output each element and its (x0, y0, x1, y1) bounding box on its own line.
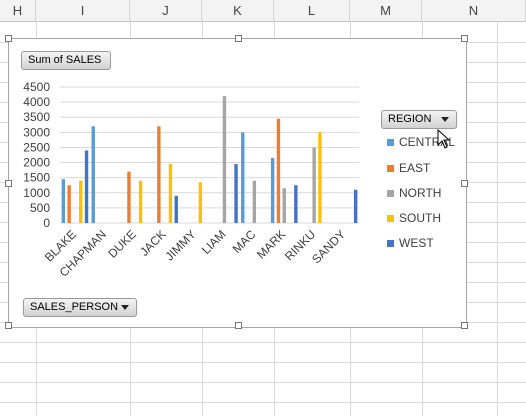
legend-label: NORTH (399, 186, 442, 200)
legend-swatch (387, 190, 394, 197)
bar-west-sandy[interactable] (353, 189, 358, 223)
y-tick-label: 1000 (23, 186, 50, 200)
gridline (0, 362, 526, 363)
sales-person-filter-button[interactable]: SALES_PERSON (23, 298, 137, 317)
bar-north-liam[interactable] (222, 96, 227, 223)
legend-label: EAST (399, 161, 431, 175)
gridline (0, 402, 526, 403)
bar-west-jack[interactable] (174, 195, 178, 223)
column-header-m[interactable]: M (350, 0, 422, 22)
column-header-i[interactable]: I (36, 0, 130, 22)
y-tick-label: 0 (43, 216, 50, 230)
legend-label: WEST (399, 236, 434, 250)
x-tick-label: JIMMY (162, 227, 198, 263)
y-tick-label: 4500 (23, 80, 50, 94)
resize-handle[interactable] (461, 180, 468, 187)
y-tick-label: 500 (30, 201, 50, 215)
column-header-h[interactable]: H (0, 0, 36, 22)
y-tick-label: 3000 (23, 125, 50, 139)
bar-north-rinku[interactable] (312, 147, 316, 223)
x-tick-label: MARK (254, 227, 288, 261)
y-tick-label: 4000 (23, 95, 50, 109)
y-tick-label: 2500 (23, 140, 50, 154)
bar-south-jimmy[interactable] (198, 182, 203, 223)
dropdown-arrow-icon (121, 305, 129, 310)
bar-north-mac[interactable] (252, 180, 257, 223)
bar-south-duke[interactable] (138, 180, 143, 223)
resize-handle[interactable] (5, 322, 12, 329)
legend-label: SOUTH (399, 211, 441, 225)
bar-east-mark[interactable] (276, 118, 281, 223)
mouse-pointer-icon (437, 129, 451, 149)
bar-west-mark[interactable] (294, 185, 298, 223)
x-tick-label: LIAM (199, 227, 229, 257)
bar-south-blake[interactable] (79, 180, 83, 223)
gridline (0, 382, 526, 383)
y-tick-label: 1500 (23, 171, 50, 185)
sales-person-filter-label: SALES_PERSON (30, 301, 119, 313)
gridline (497, 22, 498, 416)
resize-handle[interactable] (5, 180, 12, 187)
column-header-k[interactable]: K (202, 0, 274, 22)
bar-north-mark[interactable] (282, 188, 286, 223)
resize-handle[interactable] (235, 322, 242, 329)
resize-handle[interactable] (235, 35, 242, 42)
bar-south-rinku[interactable] (318, 132, 322, 223)
resize-handle[interactable] (461, 322, 468, 329)
bar-east-jack[interactable] (157, 126, 161, 223)
resize-handle[interactable] (461, 35, 468, 42)
gridline (0, 342, 526, 343)
pivot-chart[interactable]: Sum of SALES 0 500 1000 1500 2000 2500 3000 350… (5, 35, 468, 329)
bar-central-chapman[interactable] (91, 126, 95, 223)
bar-south-jack[interactable] (168, 164, 173, 223)
bar-east-duke[interactable] (127, 171, 131, 223)
region-filter-label: REGION (388, 113, 432, 125)
legend-swatch (387, 165, 394, 172)
legend-swatch (387, 240, 394, 247)
column-header-j[interactable]: J (130, 0, 202, 22)
resize-handle[interactable] (5, 35, 12, 42)
column-header-l[interactable]: L (274, 0, 350, 22)
dropdown-arrow-icon (441, 117, 449, 122)
y-tick-label: 2000 (23, 156, 50, 170)
legend-swatch (387, 139, 394, 146)
bar-west-blake[interactable] (84, 150, 89, 223)
bar-central-mark[interactable] (270, 158, 275, 223)
bar-east-blake[interactable] (67, 185, 71, 223)
column-header-n[interactable]: N (422, 0, 526, 22)
x-tick-label: DUKE (105, 227, 138, 260)
bar-central-mac[interactable] (241, 132, 245, 223)
value-field-button[interactable]: Sum of SALES (21, 51, 111, 70)
x-tick-label: SANDY (309, 227, 348, 266)
legend-swatch (387, 215, 394, 222)
y-tick-label: 3500 (23, 110, 50, 124)
region-filter-button[interactable]: REGION (381, 110, 457, 129)
bar-central-blake[interactable] (61, 179, 66, 223)
bar-west-liam[interactable] (234, 164, 238, 223)
